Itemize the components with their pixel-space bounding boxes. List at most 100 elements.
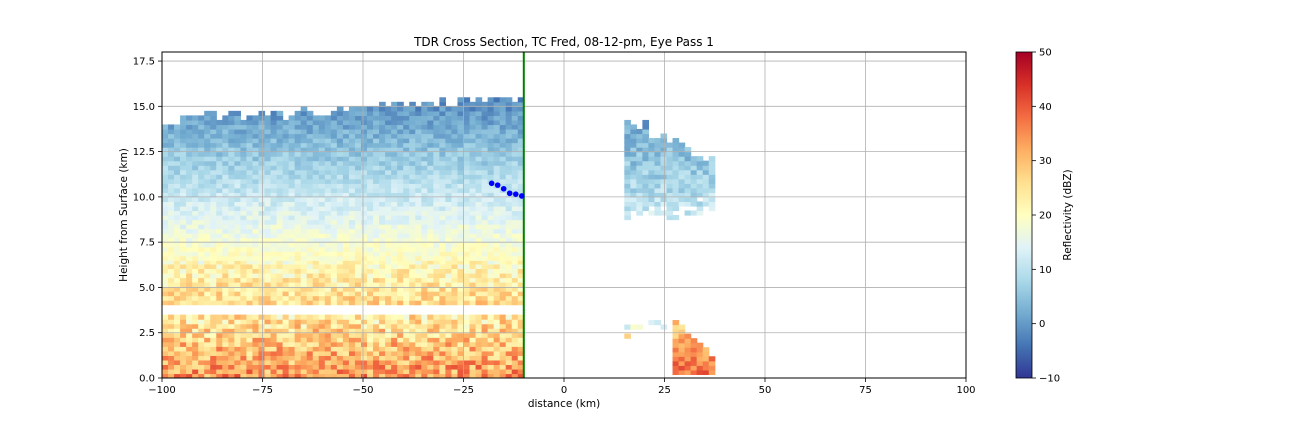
heatmap-cell [198, 295, 205, 301]
heatmap-cell [457, 110, 465, 116]
heatmap-cell [427, 300, 434, 306]
heatmap-cell [433, 210, 440, 216]
heatmap-cell [391, 224, 398, 230]
heatmap-cell [186, 174, 193, 180]
heatmap-cell [427, 314, 434, 320]
heatmap-cell [258, 295, 266, 301]
heatmap-cell [684, 356, 692, 362]
heatmap-cell [336, 295, 344, 301]
heatmap-cell [385, 156, 392, 162]
heatmap-cell [282, 215, 290, 221]
heatmap-cell [210, 295, 217, 301]
heatmap-cell [505, 138, 513, 144]
heatmap-cell [505, 364, 513, 370]
heatmap-cell [421, 359, 428, 366]
heatmap-cell [228, 319, 235, 325]
heatmap-cell [379, 183, 386, 189]
heatmap-cell [342, 346, 350, 352]
heatmap-cell [648, 178, 656, 184]
heatmap-cell [180, 178, 187, 184]
heatmap-cell [162, 242, 169, 248]
heatmap-cell [642, 124, 650, 130]
heatmap-cell [240, 169, 248, 175]
heatmap-cell [469, 196, 477, 203]
heatmap-cell [330, 295, 338, 301]
heatmap-cell [499, 368, 507, 375]
heatmap-cell [708, 192, 716, 198]
heatmap-cell [397, 110, 404, 116]
heatmap-cell [210, 319, 217, 325]
heatmap-cell [348, 242, 356, 248]
heatmap-cell [318, 255, 326, 261]
heatmap-cell [162, 228, 169, 234]
heatmap-cell [300, 364, 308, 370]
heatmap-cell [240, 291, 248, 297]
heatmap-cell [505, 201, 513, 207]
heatmap-cell [342, 237, 350, 243]
heatmap-cell [246, 263, 254, 270]
heatmap-cell [690, 169, 698, 175]
heatmap-cell [354, 196, 362, 203]
heatmap-cell [240, 242, 248, 248]
heatmap-cell [505, 196, 513, 203]
heatmap-cell [306, 364, 314, 370]
heatmap-cell [481, 319, 489, 325]
heatmap-cell [228, 187, 235, 193]
heatmap-cell [367, 255, 374, 261]
heatmap-cell [222, 242, 229, 248]
heatmap-cell [415, 196, 422, 203]
heatmap-cell [457, 246, 465, 252]
heatmap-cell [318, 219, 326, 225]
heatmap-cell [252, 364, 260, 370]
heatmap-cell [648, 201, 656, 207]
heatmap-cell [469, 174, 477, 180]
heatmap-cell [198, 323, 205, 329]
heatmap-cell [409, 359, 416, 366]
heatmap-cell [288, 337, 296, 343]
heatmap-cell [451, 277, 459, 283]
heatmap-cell [427, 192, 434, 198]
heatmap-cell [499, 97, 507, 103]
heatmap-cell [475, 268, 483, 274]
heatmap-cell [330, 268, 338, 274]
heatmap-cell [391, 101, 398, 107]
heatmap-cell [367, 115, 374, 121]
heatmap-cell [445, 272, 453, 279]
heatmap-cell [312, 183, 320, 189]
heatmap-cell [330, 246, 338, 252]
heatmap-cell [168, 246, 175, 252]
heatmap-cell [463, 201, 471, 207]
heatmap-cell [354, 187, 362, 193]
heatmap-cell [505, 286, 513, 292]
heatmap-cell [672, 192, 680, 198]
heatmap-cell [493, 246, 501, 252]
heatmap-cell [433, 233, 440, 239]
heatmap-cell [306, 142, 314, 148]
heatmap-cell [702, 178, 710, 184]
heatmap-cell [397, 233, 404, 239]
heatmap-cell [210, 291, 217, 297]
heatmap-cell [228, 364, 235, 370]
heatmap-cell [306, 165, 314, 171]
heatmap-cell [505, 124, 513, 130]
heatmap-cell [270, 119, 278, 126]
heatmap-cell [360, 323, 368, 329]
heatmap-cell [282, 263, 290, 270]
heatmap-cell [240, 147, 248, 153]
heatmap-cell [409, 110, 416, 116]
heatmap-cell [457, 282, 465, 288]
heatmap-cell [210, 251, 217, 257]
heatmap-cell [415, 242, 422, 248]
heatmap-cell [445, 147, 453, 153]
heatmap-cell [397, 295, 404, 301]
heatmap-cell [373, 277, 380, 283]
heatmap-cell [493, 215, 501, 221]
heatmap-cell [276, 169, 284, 175]
heatmap-cell [360, 255, 368, 261]
heatmap-cell [403, 300, 410, 306]
heatmap-cell [499, 277, 507, 283]
heatmap-cell [397, 178, 404, 184]
heatmap-cell [433, 147, 440, 153]
heatmap-cell [174, 133, 181, 139]
heatmap-cell [162, 165, 169, 171]
